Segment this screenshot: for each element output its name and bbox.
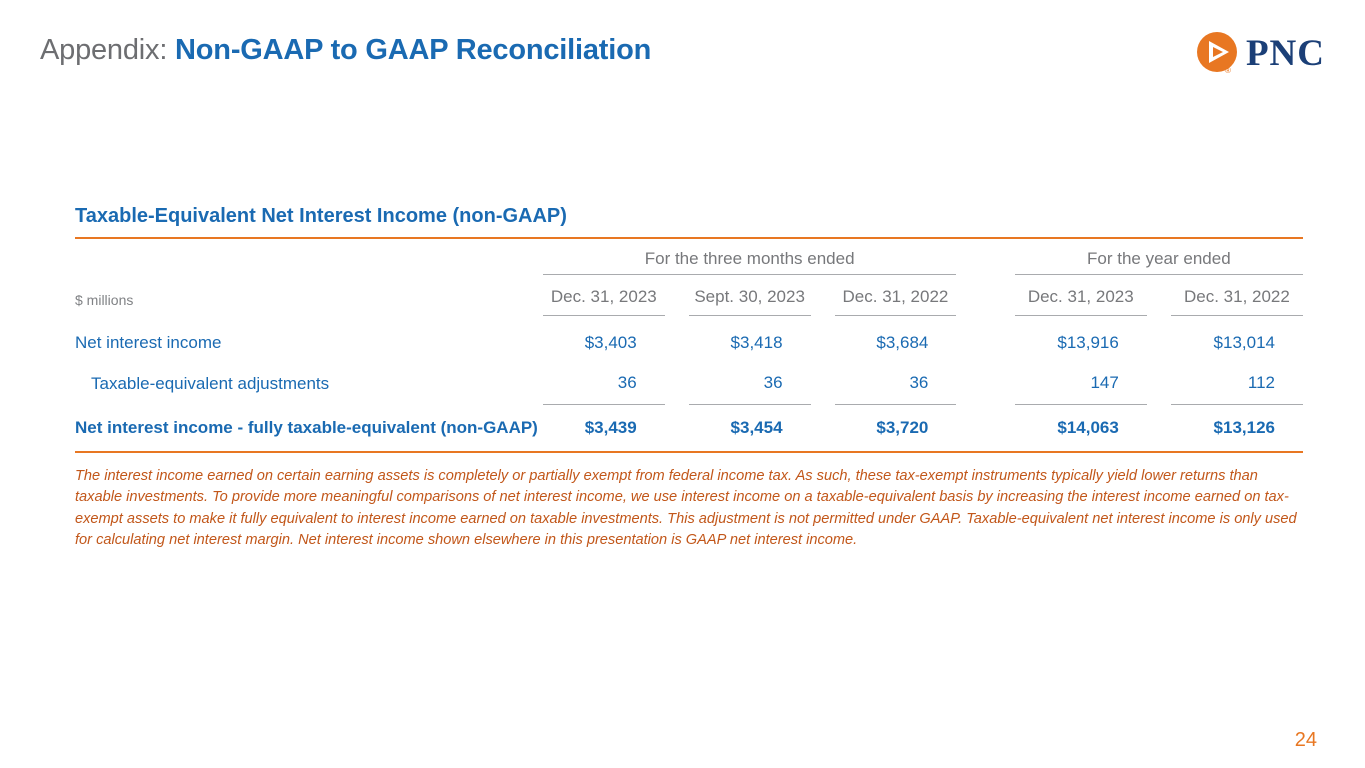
column-header: Dec. 31, 2023: [542, 275, 665, 316]
row-label: Net interest income - fully taxable-equi…: [75, 418, 538, 437]
page-title-prefix: Appendix:: [40, 34, 176, 66]
column-spacer: [980, 361, 990, 405]
reconciliation-section: Taxable-Equivalent Net Interest Income (…: [75, 205, 1303, 551]
table-cell: $3,439: [584, 418, 637, 437]
table-cell: 147: [1014, 361, 1147, 405]
column-header: Dec. 31, 2023: [1014, 275, 1147, 316]
pnc-emblem-svg: [1196, 32, 1237, 72]
table-cell: $3,403: [584, 333, 637, 352]
column-header: Dec. 31, 2022: [1170, 275, 1303, 316]
pnc-logo: ® PNC: [1195, 30, 1325, 76]
row-label: Taxable-equivalent adjustments: [91, 374, 330, 393]
page-title-main: Non-GAAP to GAAP Reconciliation: [175, 34, 652, 66]
group-header-row: For the three months ended For the year …: [75, 239, 1303, 275]
table-cell: 36: [688, 361, 811, 405]
page-number: 24: [1294, 729, 1317, 751]
footnote-text: The interest income earned on certain ea…: [75, 468, 1297, 548]
table-cell: 36: [834, 361, 957, 405]
table-cell: $3,720: [876, 418, 929, 437]
table-section-title: Taxable-Equivalent Net Interest Income (…: [75, 205, 567, 227]
table-cell: $14,063: [1057, 418, 1119, 437]
table-row-net-interest-income: Net interest income $3,403 $3,418 $3,684…: [75, 316, 1303, 361]
table-row-taxable-equivalent-adjustments: Taxable-equivalent adjustments 36 36 36 …: [75, 361, 1303, 405]
row-label: Net interest income: [75, 333, 222, 352]
group-header-three-months: For the three months ended: [542, 239, 957, 275]
table-cell: $3,454: [730, 418, 783, 437]
registered-trademark: ®: [1224, 66, 1231, 75]
table-cell: $3,418: [730, 333, 783, 352]
column-spacer: [980, 316, 990, 361]
column-spacer: [980, 275, 990, 316]
bottom-orange-rule: [75, 451, 1303, 453]
column-header: Sept. 30, 2023: [688, 275, 811, 316]
table-row-fully-taxable-equivalent-total: Net interest income - fully taxable-equi…: [75, 405, 1303, 451]
column-header-row: $ millions Dec. 31, 2023 Sept. 30, 2023 …: [75, 275, 1303, 316]
pnc-wordmark: PNC: [1245, 32, 1325, 74]
table-cell: 112: [1170, 361, 1303, 405]
slide-header: Appendix: Non-GAAP to GAAP Reconciliatio…: [40, 32, 1325, 76]
page-title: Appendix: Non-GAAP to GAAP Reconciliatio…: [40, 34, 651, 67]
table-cell: $13,916: [1057, 333, 1119, 352]
column-header: Dec. 31, 2022: [834, 275, 957, 316]
column-spacer: [980, 405, 990, 451]
top-orange-rule: [75, 237, 1303, 239]
empty-cell: [75, 239, 519, 275]
pnc-emblem-icon: ®: [1195, 30, 1239, 76]
group-header-year: For the year ended: [1014, 239, 1303, 275]
table-cell: 36: [542, 361, 665, 405]
table-cell: $13,126: [1213, 418, 1275, 437]
column-spacer: [980, 239, 990, 275]
table-cell: $3,684: [876, 333, 929, 352]
table-cell: $13,014: [1213, 333, 1275, 352]
reconciliation-table: For the three months ended For the year …: [51, 239, 1327, 451]
units-label: $ millions: [75, 292, 134, 308]
